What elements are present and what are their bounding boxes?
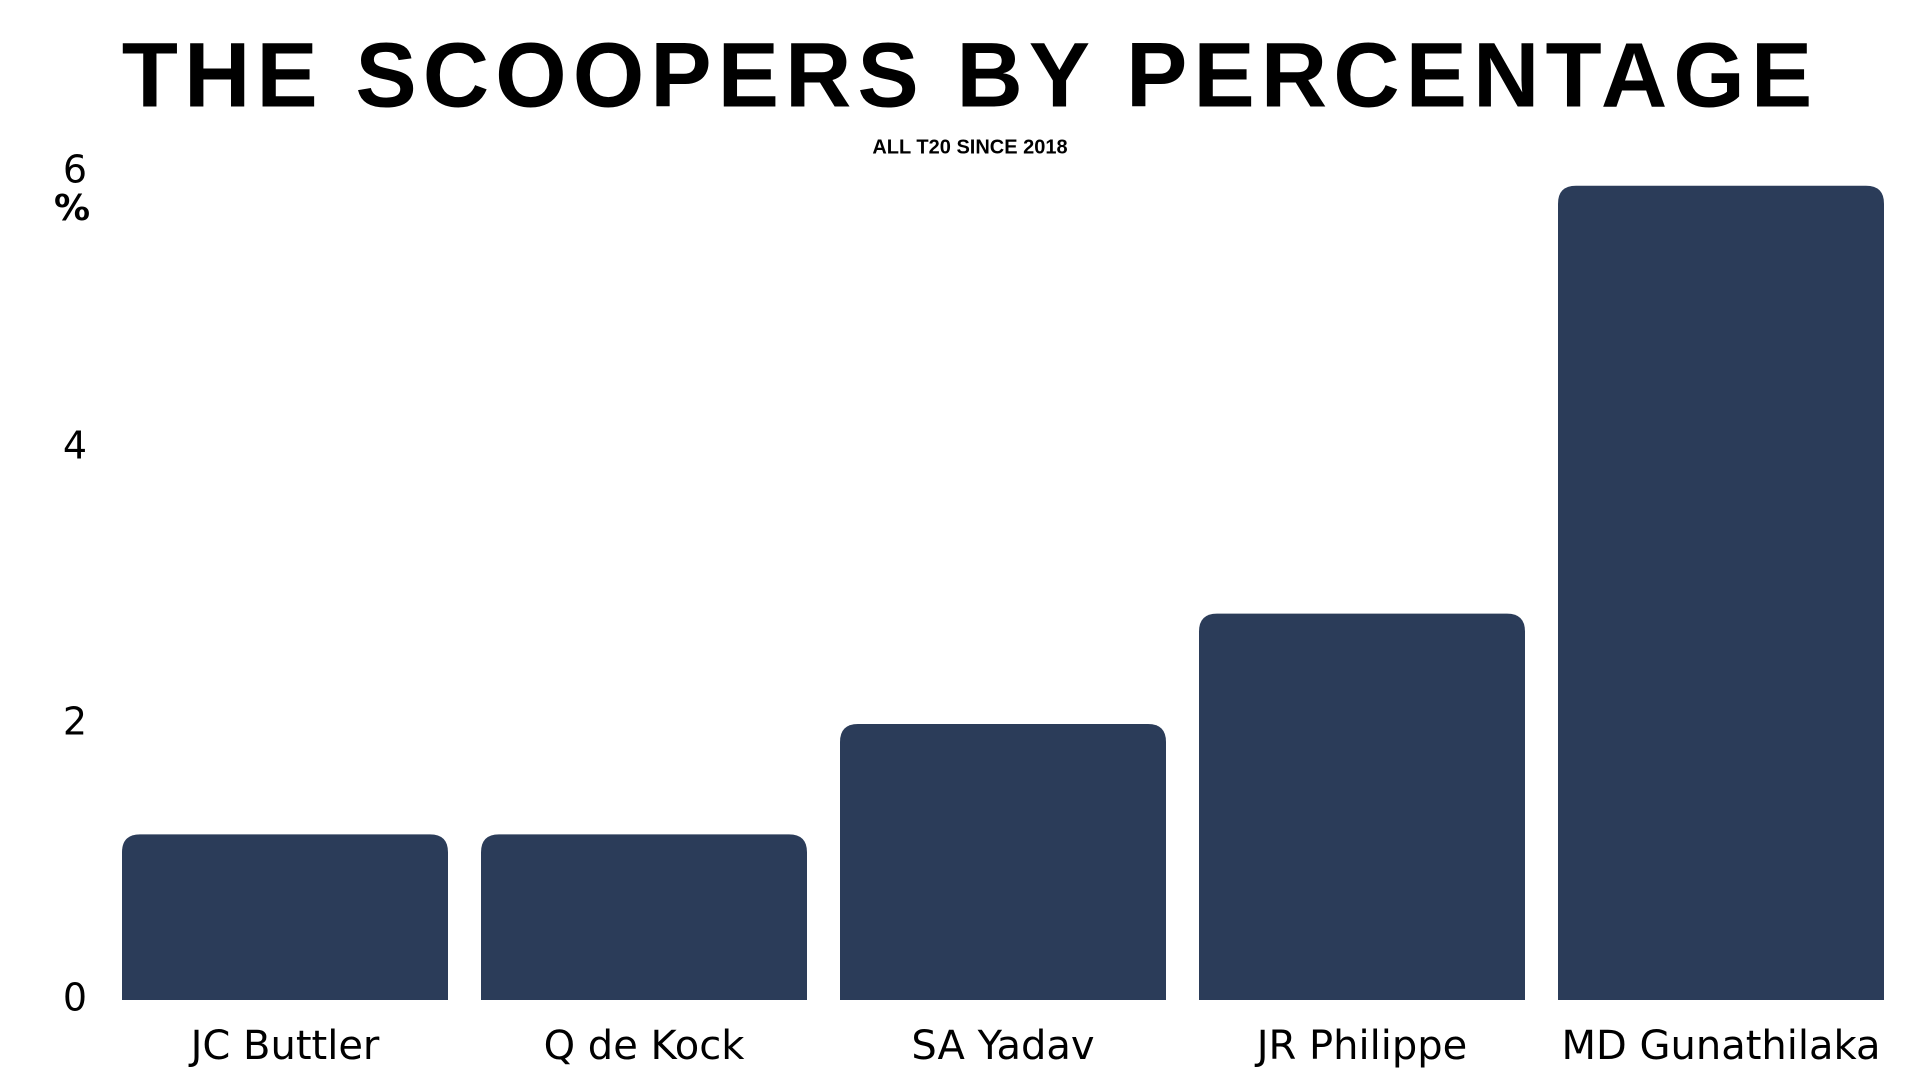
- x-tick-label: MD Gunathilaka: [1562, 1023, 1881, 1069]
- y-axis-label: %: [54, 188, 90, 229]
- x-tick-label: JR Philippe: [1254, 1023, 1468, 1069]
- y-tick-label: 0: [63, 976, 87, 1020]
- chart-title: THE SCOOPERS BY PERCENTAGE: [122, 24, 1818, 126]
- x-tick-label: Q de Kock: [544, 1023, 746, 1069]
- chart-subtitle: ALL T20 SINCE 2018: [872, 136, 1067, 158]
- bar: [1558, 185, 1884, 1001]
- bar: [1199, 613, 1525, 1000]
- x-tick-label: JC Buttler: [188, 1023, 380, 1069]
- bar: [481, 834, 807, 1000]
- y-tick-label: 2: [63, 700, 87, 744]
- bar: [122, 834, 448, 1000]
- y-tick-label: 4: [63, 424, 87, 468]
- x-tick-label: SA Yadav: [911, 1023, 1094, 1069]
- bar: [840, 724, 1166, 1000]
- y-tick-label: 6: [63, 148, 87, 192]
